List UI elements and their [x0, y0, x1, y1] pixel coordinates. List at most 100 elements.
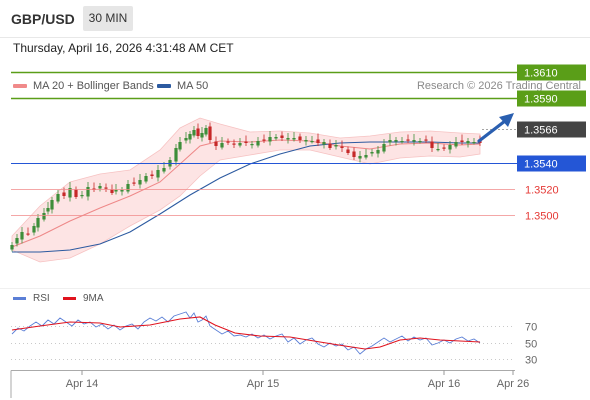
candle-body	[352, 151, 356, 157]
candle-body	[204, 128, 208, 135]
candle-body	[472, 142, 476, 144]
x-tick-label-2: Apr 16	[428, 378, 460, 390]
candle-body	[370, 152, 374, 154]
rsi-tick-70: 70	[525, 322, 537, 334]
candle-body	[232, 143, 236, 145]
rsi-tick-30: 30	[525, 355, 537, 367]
ma50-swatch	[157, 84, 171, 89]
candle-body	[286, 138, 290, 140]
candle-body	[208, 126, 212, 140]
candle-body	[448, 145, 452, 150]
level-1-3590-label: 1.3590	[524, 94, 558, 106]
candle-body	[138, 180, 142, 185]
candle-body	[418, 141, 422, 143]
candle-body	[406, 139, 410, 141]
candle-body	[346, 149, 350, 153]
candle-body	[466, 141, 470, 144]
credit-text: Research © 2026 Trading Central	[416, 80, 581, 92]
candle-body	[388, 140, 392, 143]
level-1-3566-label: 1.3566	[524, 125, 558, 137]
candle-body	[68, 188, 72, 198]
rsi-line	[11, 311, 481, 355]
candle-body	[50, 200, 54, 210]
legend-rsi: RSI	[13, 293, 50, 304]
legend-9ma-label: 9MA	[83, 293, 104, 304]
candle-body	[200, 133, 204, 138]
candle-body	[364, 155, 368, 158]
ma9-line	[11, 316, 481, 350]
candle-body	[110, 189, 114, 193]
candle-body	[220, 143, 224, 148]
candle-body	[15, 238, 19, 244]
candle-body	[304, 140, 308, 142]
ma9-swatch	[63, 296, 76, 300]
candle-body	[184, 138, 188, 141]
candle-body	[454, 142, 458, 147]
candle-body	[226, 141, 230, 143]
candle-body	[192, 130, 196, 136]
candle-body	[132, 182, 136, 184]
candle-body	[328, 143, 332, 148]
level-1-3500-label: 1.3500	[525, 211, 559, 223]
candle-body	[26, 233, 30, 235]
candle-body	[56, 194, 60, 202]
ma20-line	[11, 139, 481, 248]
ma20-swatch	[13, 84, 27, 89]
levels: 1.3610 1.3590 1.3566 1.3540 1.3520 1.3500	[11, 64, 586, 223]
bollinger-band	[11, 117, 481, 263]
candle-body	[250, 144, 254, 146]
forecast-arrow-head	[499, 113, 514, 127]
candle-body	[150, 174, 154, 176]
candle-body	[430, 141, 434, 148]
legend-rsi-label: RSI	[33, 293, 50, 304]
candle-body	[32, 226, 36, 233]
candle-body	[244, 141, 248, 143]
candle-body	[10, 245, 14, 250]
level-1-3610-label: 1.3610	[524, 68, 558, 80]
chart-header: GBP/USD 30 MIN	[0, 0, 590, 38]
candle-body	[20, 232, 24, 240]
candle-body	[436, 149, 440, 151]
candle-body	[394, 140, 398, 142]
candle-body	[334, 145, 338, 147]
candle-body	[74, 189, 78, 197]
level-1-3610-label-bg	[517, 64, 586, 81]
candle-body	[442, 147, 446, 149]
candle-body	[376, 150, 380, 154]
candle-body	[340, 146, 344, 148]
candle-body	[292, 138, 296, 140]
rsi-swatch	[13, 296, 26, 300]
candle-body	[144, 176, 148, 182]
candle-body	[424, 139, 428, 141]
level-1-3566-label-bg	[517, 121, 586, 138]
candle-body	[178, 142, 182, 150]
candle-body	[412, 140, 416, 142]
candle-body	[310, 141, 314, 143]
legend-9ma: 9MA	[63, 293, 104, 304]
rsi-tick-50: 50	[525, 339, 537, 351]
x-tick-label-3: Apr 26	[497, 378, 529, 390]
candle-body	[174, 148, 178, 162]
level-1-3590-label-bg	[517, 90, 586, 107]
candle-body	[120, 190, 124, 192]
candle-body	[98, 186, 102, 189]
timeframe-button[interactable]: 30 MIN	[83, 6, 133, 31]
candle-body	[316, 139, 320, 143]
candle-body	[156, 170, 160, 178]
candle-body	[280, 135, 284, 138]
level-1-3520-label: 1.3520	[525, 185, 559, 197]
candle-body	[126, 184, 130, 192]
candle-body	[62, 192, 66, 196]
candle-body	[460, 140, 464, 142]
legend-ma20: MA 20 + Bollinger Bands	[13, 80, 154, 92]
candle-body	[80, 195, 84, 197]
candle-body	[322, 142, 326, 145]
candle-body	[400, 141, 404, 143]
level-1-3540-label-bg	[517, 155, 586, 172]
candle-body	[274, 137, 278, 139]
forecast-arrow-shaft	[477, 119, 507, 143]
candle-body	[214, 141, 218, 146]
symbol-title: GBP/USD	[11, 11, 75, 27]
candle-body	[36, 218, 40, 228]
